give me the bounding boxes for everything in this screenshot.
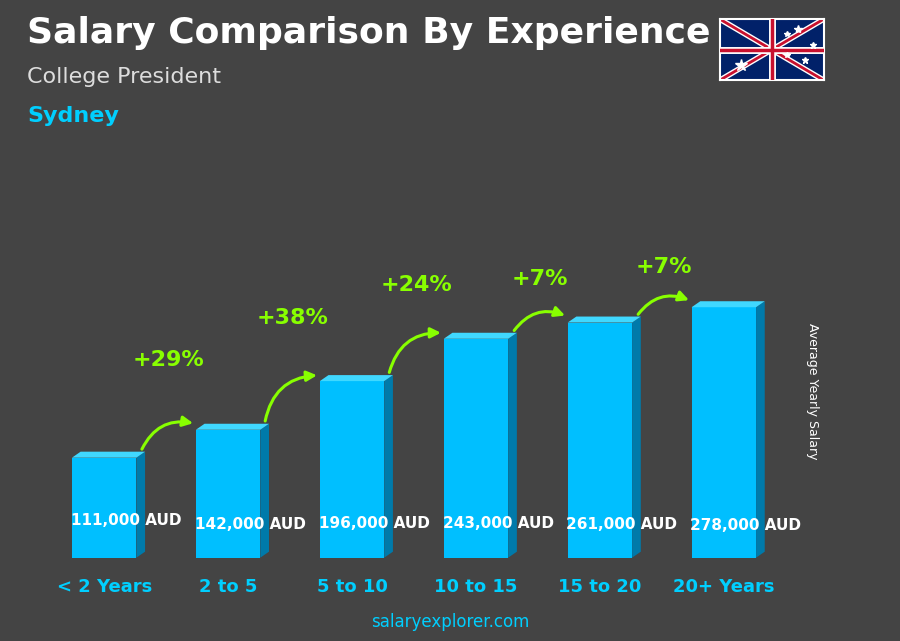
Text: 243,000 AUD: 243,000 AUD (443, 517, 554, 531)
Text: 20+ Years: 20+ Years (673, 578, 775, 595)
Text: 142,000 AUD: 142,000 AUD (194, 517, 305, 532)
Polygon shape (691, 301, 765, 307)
Text: +29%: +29% (132, 350, 204, 370)
Polygon shape (756, 301, 765, 558)
Polygon shape (568, 317, 641, 322)
Text: Sydney: Sydney (27, 106, 119, 126)
Text: 5 to 10: 5 to 10 (317, 578, 388, 595)
Text: 10 to 15: 10 to 15 (435, 578, 518, 595)
Polygon shape (260, 424, 269, 558)
Bar (320, 381, 384, 558)
Bar (691, 307, 756, 558)
Polygon shape (384, 375, 393, 558)
Polygon shape (632, 317, 641, 558)
Polygon shape (72, 452, 145, 458)
Bar (568, 322, 632, 558)
Text: 196,000 AUD: 196,000 AUD (319, 516, 429, 531)
Text: College President: College President (27, 67, 221, 87)
Bar (196, 429, 260, 558)
Text: < 2 Years: < 2 Years (57, 578, 152, 595)
Bar (444, 338, 508, 558)
Text: 2 to 5: 2 to 5 (199, 578, 257, 595)
Text: +7%: +7% (512, 269, 569, 289)
Text: 278,000 AUD: 278,000 AUD (690, 518, 801, 533)
Text: Salary Comparison By Experience: Salary Comparison By Experience (27, 16, 710, 50)
Bar (72, 458, 137, 558)
Polygon shape (137, 452, 145, 558)
Text: +7%: +7% (635, 257, 692, 277)
Text: 111,000 AUD: 111,000 AUD (71, 513, 181, 528)
Text: 261,000 AUD: 261,000 AUD (566, 517, 678, 532)
Text: salaryexplorer.com: salaryexplorer.com (371, 613, 529, 631)
Text: +38%: +38% (256, 308, 328, 328)
Text: Average Yearly Salary: Average Yearly Salary (806, 323, 818, 459)
Polygon shape (508, 333, 517, 558)
Polygon shape (320, 375, 393, 381)
Text: 15 to 20: 15 to 20 (558, 578, 642, 595)
Polygon shape (196, 424, 269, 429)
Text: +24%: +24% (381, 276, 452, 296)
Polygon shape (444, 333, 517, 338)
